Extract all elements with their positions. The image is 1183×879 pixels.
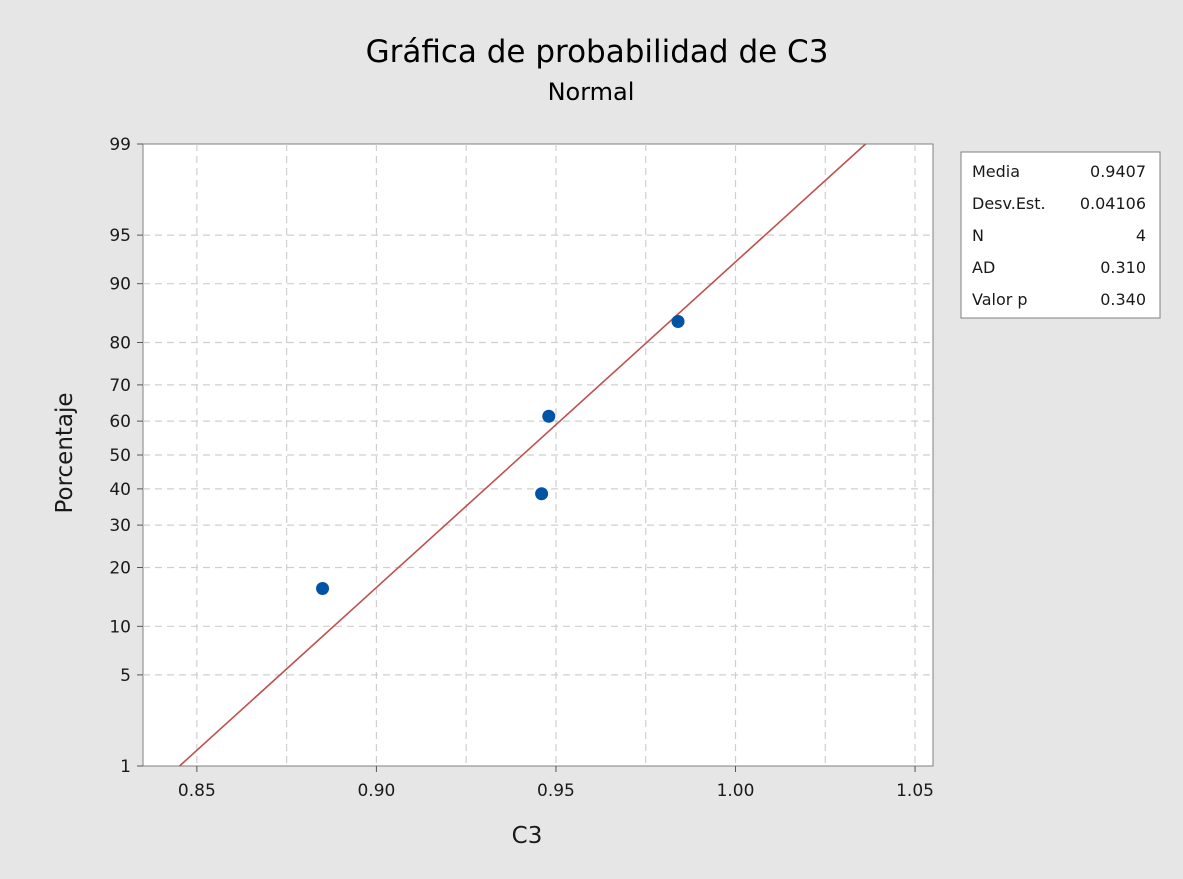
stats-value: 4 (1136, 226, 1146, 245)
stats-value: 0.340 (1100, 290, 1146, 309)
stats-label: Desv.Est. (972, 194, 1046, 213)
plot-area (143, 144, 933, 766)
y-tick-label: 99 (109, 135, 131, 155)
data-point (672, 315, 685, 328)
y-axis-label: Porcentaje (52, 392, 78, 513)
y-tick-label: 30 (109, 516, 131, 536)
y-tick-label: 95 (109, 226, 131, 246)
y-tick-label: 50 (109, 446, 131, 466)
stats-label: Valor p (972, 290, 1028, 309)
stats-label: AD (972, 258, 995, 277)
x-tick-label: 1.05 (896, 781, 934, 801)
y-tick-label: 80 (109, 333, 131, 353)
y-tick-label: 20 (109, 559, 131, 579)
data-point (535, 487, 548, 500)
x-tick-label: 0.90 (357, 781, 395, 801)
stats-value: 0.310 (1100, 258, 1146, 277)
stats-value: 0.04106 (1080, 194, 1146, 213)
x-axis-label: C3 (512, 823, 543, 849)
y-tick-label: 40 (109, 480, 131, 500)
stats-value: 0.9407 (1090, 162, 1146, 181)
stats-label: Media (972, 162, 1020, 181)
chart-subtitle: Normal (548, 78, 635, 106)
stats-label: N (972, 226, 984, 245)
y-tick-label: 1 (120, 757, 131, 777)
data-point (316, 582, 329, 595)
y-tick-label: 10 (109, 617, 131, 637)
x-tick-label: 1.00 (717, 781, 755, 801)
y-tick-label: 90 (109, 275, 131, 295)
y-tick-label: 5 (120, 666, 131, 686)
data-point (542, 410, 555, 423)
y-tick-label: 70 (109, 376, 131, 396)
x-tick-label: 0.85 (178, 781, 216, 801)
chart-title: Gráfica de probabilidad de C3 (366, 34, 829, 70)
y-tick-label: 60 (109, 412, 131, 432)
stats-legend: Media 0.9407 Desv.Est. 0.04106 N 4 AD 0.… (961, 152, 1160, 318)
x-tick-label: 0.95 (537, 781, 575, 801)
